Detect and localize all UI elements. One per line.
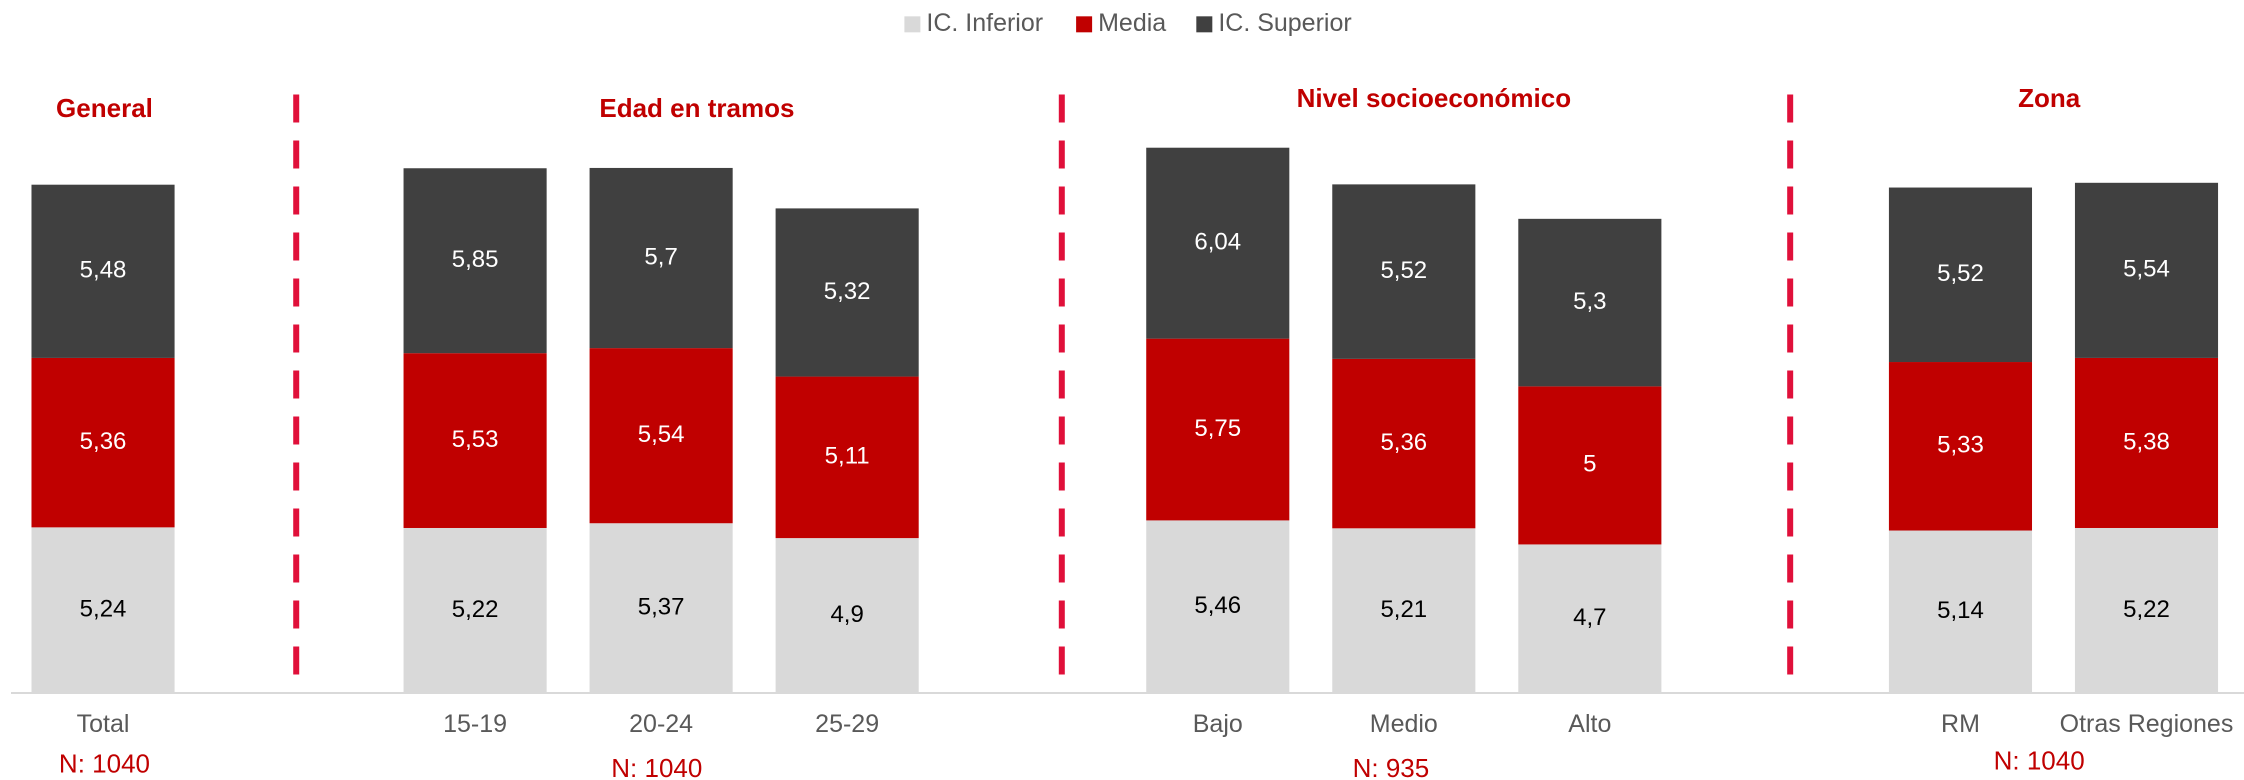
value-label: 5,22: [2123, 596, 2170, 623]
group-title: Nivel socioeconómico: [1297, 83, 1572, 113]
value-label: 5,54: [638, 421, 685, 448]
value-label: 5,3: [1573, 288, 1606, 315]
bar-segment: [2074, 182, 2219, 358]
x-tick-label: 20-24: [629, 710, 693, 738]
value-label: 4,7: [1573, 604, 1606, 631]
bar-segment: [403, 527, 547, 693]
bar-segment: [403, 353, 547, 528]
group-note: N: 1040: [1994, 746, 2085, 776]
value-label: 5,75: [1194, 415, 1241, 442]
bar-segment: [31, 184, 175, 358]
bar-segment: [2074, 357, 2219, 528]
bar-segment: [775, 538, 919, 693]
x-tick-label: Total: [77, 710, 130, 738]
value-label: 5,52: [1380, 257, 1427, 284]
group-title: General: [56, 93, 153, 123]
bar-segment: [1518, 544, 1662, 693]
bar-segment: [1888, 187, 2033, 363]
value-label: 5,38: [2123, 428, 2170, 455]
value-label: 5,11: [825, 443, 870, 470]
value-label: 5,48: [80, 257, 127, 284]
value-label: 5,32: [824, 278, 871, 305]
bar-segment: [1888, 362, 2033, 531]
bar-segment: [1146, 520, 1290, 693]
value-label: 4,9: [830, 601, 863, 628]
legend-label: Media: [1098, 9, 1166, 37]
value-label: 6,04: [1194, 229, 1241, 256]
bar-segment: [1332, 528, 1476, 693]
x-tick-label: Otras Regiones: [2060, 710, 2234, 738]
bar-segment: [31, 357, 175, 528]
value-label: 5,54: [2123, 256, 2170, 283]
x-tick-label: Bajo: [1193, 710, 1243, 738]
value-label: 5,85: [452, 246, 499, 273]
legend-swatch: [1076, 16, 1093, 33]
value-label: 5,14: [1937, 597, 1984, 624]
bar-segment: [1146, 147, 1290, 339]
x-tick-label: 25-29: [815, 710, 879, 738]
x-tick-label: Alto: [1568, 710, 1611, 738]
legend-label: IC. Superior: [1218, 9, 1351, 37]
group-note: N: 1040: [59, 748, 150, 778]
bar-segment: [775, 376, 919, 539]
value-label: 5,22: [452, 596, 499, 623]
bar-segment: [589, 348, 733, 524]
bar-segment: [775, 208, 919, 377]
value-label: 5,46: [1194, 592, 1241, 619]
bar-segment: [1518, 218, 1662, 387]
x-tick-label: Medio: [1370, 710, 1438, 738]
group-title: Edad en tramos: [599, 93, 794, 123]
bar-segment: [1332, 184, 1476, 359]
group-title: Zona: [2018, 83, 2081, 113]
value-label: 5,24: [80, 596, 127, 623]
bar-segment: [1888, 530, 2033, 693]
group-note: N: 1040: [611, 753, 702, 780]
value-label: 5,21: [1380, 596, 1427, 623]
legend-swatch: [1196, 16, 1213, 33]
value-label: 5,36: [1380, 429, 1427, 456]
bar-segment: [2074, 527, 2219, 693]
x-tick-label: RM: [1941, 710, 1980, 738]
bar-segment: [589, 167, 733, 349]
legend-swatch: [904, 16, 921, 33]
bar-segment: [31, 527, 175, 693]
bar-segment: [403, 168, 547, 354]
x-tick-label: 15-19: [443, 710, 507, 738]
group-note: N: 935: [1353, 753, 1430, 780]
value-label: 5,37: [638, 593, 685, 620]
value-label: 5,36: [80, 428, 127, 455]
value-label: 5,7: [644, 243, 677, 270]
bar-segment: [1332, 358, 1476, 529]
value-label: 5: [1583, 451, 1596, 478]
bar-segment: [1146, 338, 1290, 521]
bar-segment: [589, 523, 733, 693]
value-label: 5,52: [1937, 260, 1984, 287]
value-label: 5,53: [452, 426, 499, 453]
bar-segment: [1518, 386, 1662, 545]
value-label: 5,33: [1937, 432, 1984, 459]
legend-label: IC. Inferior: [926, 9, 1043, 37]
